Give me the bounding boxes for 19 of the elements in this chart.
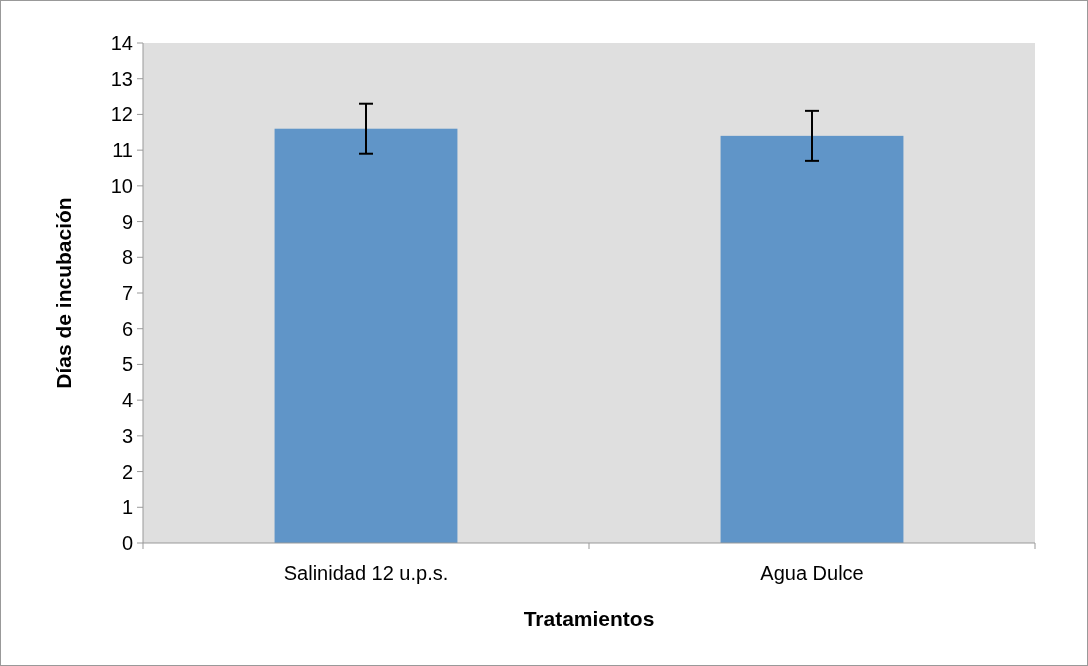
y-tick-label: 14	[110, 32, 133, 54]
y-tick-label: 9	[121, 210, 133, 233]
y-tick-label: 7	[121, 282, 133, 304]
y-tick-label: 6	[121, 317, 133, 340]
y-tick-label: 13	[110, 67, 133, 90]
y-tick-label: 4	[121, 389, 133, 412]
x-tick-label: Salinidad 12 u.p.s.	[283, 562, 449, 584]
y-tick-label: 11	[112, 139, 133, 162]
x-axis-title: Tratamientos	[523, 607, 655, 630]
y-tick-label: 5	[121, 353, 133, 376]
y-tick-label: 12	[110, 103, 133, 126]
y-axis-title: Días de incubación	[52, 197, 75, 389]
y-tick-label: 2	[121, 460, 133, 483]
y-tick-label: 3	[121, 424, 133, 447]
x-tick-label: Agua Dulce	[760, 562, 864, 584]
y-tick-label: 10	[110, 174, 133, 197]
y-tick-label: 8	[121, 246, 133, 269]
y-tick-label: 1	[121, 496, 133, 519]
y-tick-label: 0	[121, 532, 133, 554]
